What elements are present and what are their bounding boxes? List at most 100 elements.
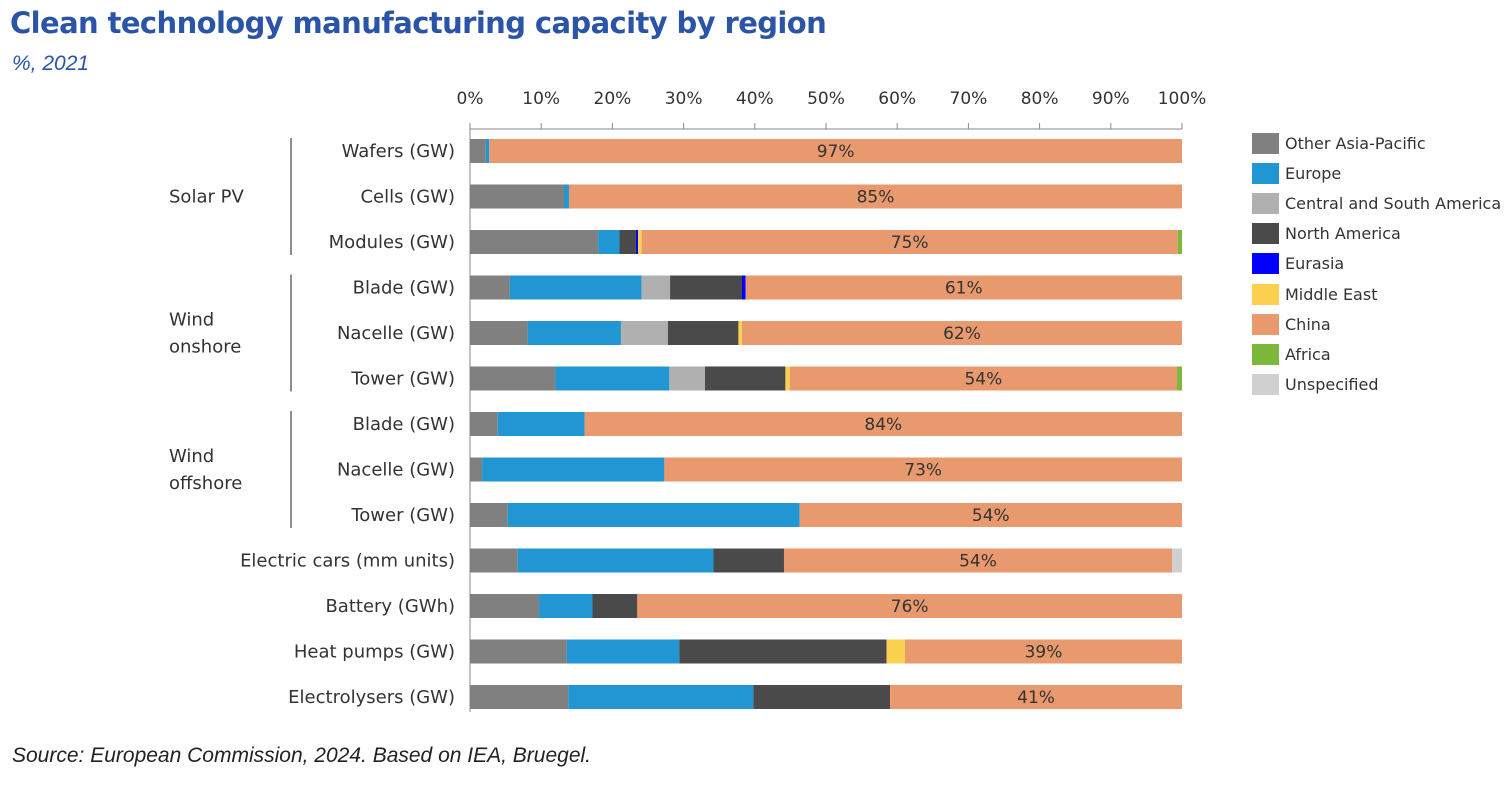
category-label: Tower (GW)	[350, 505, 455, 526]
bar-segment	[584, 412, 1182, 436]
group-label: offshore	[169, 473, 242, 494]
data-label: 73%	[904, 461, 942, 481]
x-tick-label: 70%	[950, 89, 988, 109]
bar-segment	[799, 503, 1182, 527]
category-label: Blade (GW)	[353, 414, 455, 435]
x-tick-label: 80%	[1021, 89, 1059, 109]
bar-segment	[568, 184, 1182, 209]
bar-segment	[598, 230, 620, 254]
category-label: Heat pumps (GW)	[294, 642, 455, 663]
bar-segment	[741, 321, 1182, 345]
legend-swatch	[1252, 163, 1279, 185]
bar-segment	[566, 639, 680, 664]
bar-segment	[507, 503, 800, 527]
bar-segment	[555, 366, 670, 391]
bar-segment	[713, 548, 784, 573]
bar-segment	[1177, 230, 1182, 254]
bar-segment	[789, 366, 1178, 391]
legend-swatch	[1252, 343, 1279, 365]
bar-segment	[753, 685, 891, 709]
bar-segment	[470, 503, 508, 527]
legend-label: Other Asia-Pacific	[1285, 134, 1426, 153]
legend-swatch	[1252, 193, 1279, 215]
bar-segment	[470, 230, 599, 254]
legend-swatch	[1252, 253, 1279, 275]
x-tick-label: 100%	[1158, 89, 1207, 109]
data-label: 62%	[943, 324, 981, 344]
x-tick-label: 90%	[1092, 89, 1130, 109]
bar-segment	[783, 548, 1173, 573]
category-label: Blade (GW)	[353, 278, 455, 299]
category-label: Wafers (GW)	[342, 141, 455, 162]
source-note: Source: European Commission, 2024. Based…	[12, 744, 591, 767]
bar-segment	[745, 275, 1182, 300]
bar-segment	[470, 139, 486, 163]
bar-segment	[641, 230, 1178, 254]
chart-title: Clean technology manufacturing capacity …	[10, 6, 827, 40]
bar-segment	[470, 685, 569, 709]
legend-swatch	[1252, 133, 1279, 154]
data-label: 54%	[972, 506, 1010, 526]
bar-segment	[489, 139, 1182, 163]
bar-segment	[470, 366, 556, 391]
bar-segment	[563, 184, 569, 209]
category-label: Nacelle (GW)	[337, 460, 455, 481]
category-label: Nacelle (GW)	[337, 323, 455, 344]
bar-segment	[592, 594, 638, 618]
group-label: onshore	[169, 337, 241, 358]
bar-segment	[905, 639, 1182, 664]
bar-segment	[470, 548, 518, 573]
bar-segment	[470, 594, 540, 618]
chart-subtitle: %, 2021	[12, 52, 90, 75]
x-tick-label: 60%	[878, 89, 916, 109]
x-tick-label: 20%	[594, 89, 632, 109]
legend-swatch	[1252, 313, 1279, 335]
bar-segment	[517, 548, 714, 573]
data-label: 84%	[864, 415, 902, 435]
bar-segment	[470, 412, 498, 436]
data-label: 97%	[817, 142, 855, 162]
bar-segment	[470, 457, 483, 482]
bar-segment	[741, 275, 746, 300]
bar-segment	[890, 685, 1182, 709]
legend-label: Middle East	[1285, 284, 1378, 304]
data-label: 76%	[891, 597, 929, 617]
legend-label: China	[1285, 314, 1331, 334]
data-label: 61%	[945, 279, 983, 299]
data-label: 85%	[857, 188, 895, 208]
x-tick-label: 30%	[665, 89, 703, 109]
legend-swatch	[1252, 373, 1279, 395]
data-label: 54%	[964, 370, 1002, 390]
group-label: Wind	[169, 446, 214, 467]
category-label: Battery (GWh)	[325, 596, 455, 617]
bar-segment	[667, 321, 739, 345]
bar-segment	[637, 594, 1182, 618]
data-label: 41%	[1017, 688, 1055, 708]
bar-segment	[785, 366, 790, 391]
legend-label: Africa	[1285, 344, 1331, 364]
legend-label: North America	[1285, 224, 1401, 244]
category-label: Cells (GW)	[360, 187, 455, 208]
bar-segment	[704, 366, 786, 391]
legend-swatch	[1252, 283, 1279, 305]
bar-segment	[620, 321, 668, 345]
bar-segment	[886, 639, 906, 664]
bar-segment	[568, 685, 754, 709]
bar-segment	[485, 139, 490, 163]
bar-segment	[509, 275, 642, 300]
bar-segment	[669, 366, 705, 391]
bar-segment	[664, 457, 1182, 482]
bar-segment	[641, 275, 671, 300]
legend-label: Eurasia	[1285, 254, 1345, 274]
category-label: Electrolysers (GW)	[288, 687, 455, 708]
bar-segment	[1172, 548, 1182, 573]
legend-swatch	[1252, 223, 1279, 245]
legend-label: Europe	[1285, 164, 1342, 184]
data-label: 39%	[1025, 643, 1063, 663]
bar-segment	[619, 230, 636, 254]
bar-segment	[738, 321, 742, 345]
bar-segment	[670, 275, 742, 300]
bar-segment	[539, 594, 593, 618]
x-tick-label: 0%	[457, 89, 484, 109]
